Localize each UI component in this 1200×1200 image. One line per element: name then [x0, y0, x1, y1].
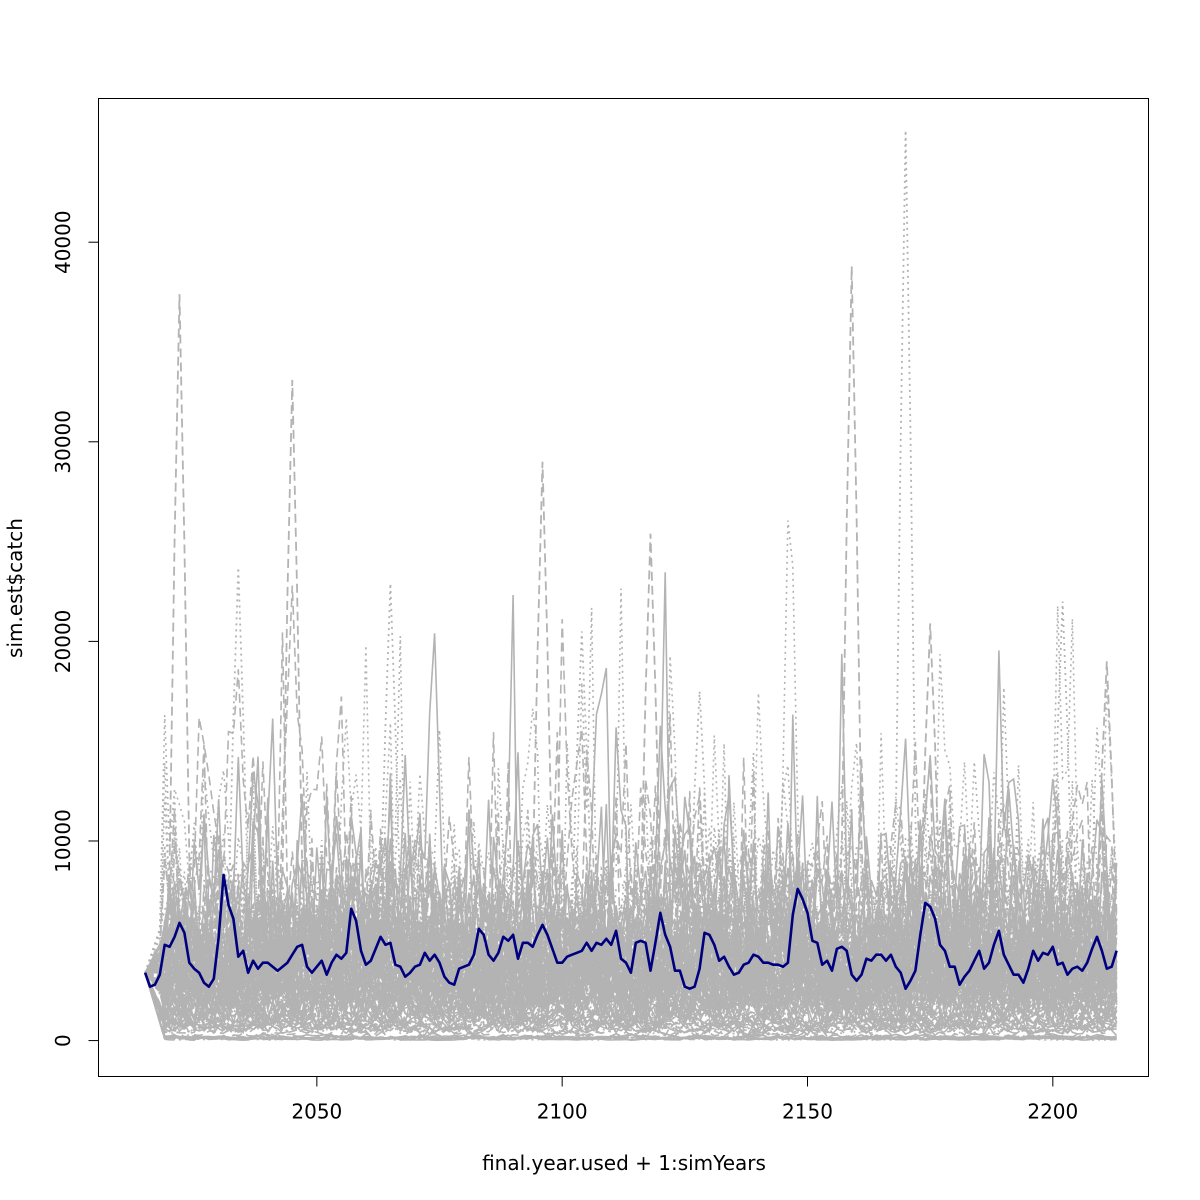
simulation-line [144, 793, 1117, 1009]
simulation-lines [144, 130, 1118, 1042]
simulation-peak-line [899, 623, 961, 975]
simulation-line [144, 684, 1118, 977]
simulation-line [144, 804, 1118, 1000]
simulation-line [144, 844, 1117, 1038]
simulation-peak-line [620, 533, 681, 980]
simulation-line [144, 972, 1117, 1041]
simulation-line [144, 761, 1118, 1029]
simulation-peak-line [1032, 601, 1093, 977]
simulation-peak-line [1076, 661, 1118, 974]
simulation-line [144, 837, 1118, 994]
simulation-peak-line [875, 130, 936, 980]
simulation-line [144, 972, 1118, 1038]
y-tick-label: 30000 [51, 410, 75, 474]
simulation-line [145, 852, 1118, 1017]
simulation-peak-line [262, 379, 323, 980]
simulation-line [144, 972, 1118, 1036]
simulation-line [144, 692, 1118, 1025]
simulation-peak-line [208, 567, 269, 981]
simulation-peak-line [512, 461, 573, 973]
simulation-line [144, 844, 1118, 1004]
simulation-line [144, 972, 1117, 1041]
simulation-line [144, 585, 1118, 1015]
x-tick-label: 2200 [1027, 1100, 1078, 1124]
x-tick-label: 2100 [537, 1100, 588, 1124]
highlight-series-line [143, 873, 1118, 991]
simulation-line [144, 972, 1117, 1042]
simulation-peak-line [551, 631, 612, 975]
y-tick-label: 0 [51, 1034, 75, 1047]
y-axis-label: sim.est$catch [3, 518, 27, 658]
simulation-line [144, 878, 1118, 1023]
highlight-series-group [143, 873, 1118, 991]
simulation-line [144, 944, 1118, 1020]
simulation-line [144, 795, 1118, 1033]
simulation-line [144, 837, 1118, 984]
simulation-peak-line [821, 266, 882, 978]
y-tick-label: 20000 [51, 610, 75, 674]
x-axis-label: final.year.used + 1:simYears [482, 1151, 766, 1175]
simulation-line [144, 972, 1118, 1037]
simulation-line [144, 809, 1118, 1007]
simulation-line [144, 937, 1118, 1019]
x-axis: 2050 2100 2150 2200 [291, 1076, 1078, 1124]
x-tick-label: 2050 [291, 1100, 342, 1124]
y-tick-label: 40000 [51, 210, 75, 274]
x-tick-label: 2150 [782, 1100, 833, 1124]
y-axis: 0 10000 20000 30000 40000 [51, 210, 99, 1047]
y-tick-label: 10000 [51, 809, 75, 873]
simulation-line [144, 965, 1118, 1020]
simulation-line [144, 607, 1118, 997]
